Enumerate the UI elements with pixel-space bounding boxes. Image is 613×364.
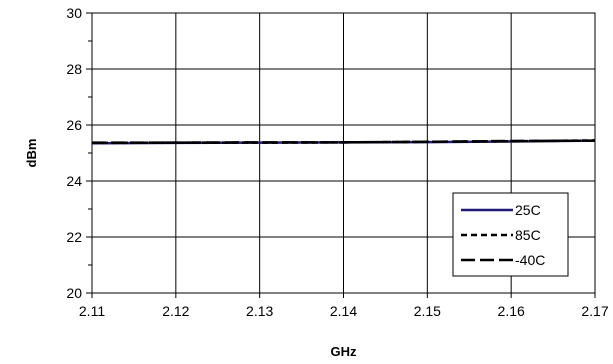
x-axis-tick-labels: 2.11 2.12 2.13 2.14 2.15 2.16 2.17: [79, 303, 609, 319]
minor-ticks: [86, 12, 596, 298]
y-tick-label-2: 24: [66, 173, 82, 189]
legend: 25C 85C -40C: [452, 192, 569, 277]
plot-area: [91, 12, 596, 294]
x-tick-label-0: 2.11: [79, 303, 105, 319]
x-tick-label-5: 2.16: [498, 303, 525, 319]
y-tick-label-5: 30: [66, 5, 82, 21]
series-lines: [91, 139, 596, 145]
x-axis-title: GHz: [331, 344, 358, 359]
legend-box: [452, 192, 569, 277]
legend-label-25C: 25C: [515, 202, 541, 218]
y-tick-label-0: 20: [66, 285, 82, 301]
x-tick-label-3: 2.14: [330, 303, 357, 319]
x-tick-label-4: 2.15: [414, 303, 441, 319]
x-tick-label-2: 2.13: [246, 303, 273, 319]
y-tick-label-1: 22: [66, 229, 82, 245]
x-tick-label-6: 2.17: [581, 303, 608, 319]
y-tick-label-4: 28: [66, 61, 82, 77]
y-axis-title: dBm: [24, 139, 39, 168]
x-tick-label-1: 2.12: [162, 303, 189, 319]
y-tick-label-3: 26: [66, 117, 82, 133]
y-axis-tick-labels: 20 22 24 26 28 30: [66, 5, 82, 301]
legend-label--40C: -40C: [515, 252, 545, 268]
legend-label-85C: 85C: [515, 227, 541, 243]
